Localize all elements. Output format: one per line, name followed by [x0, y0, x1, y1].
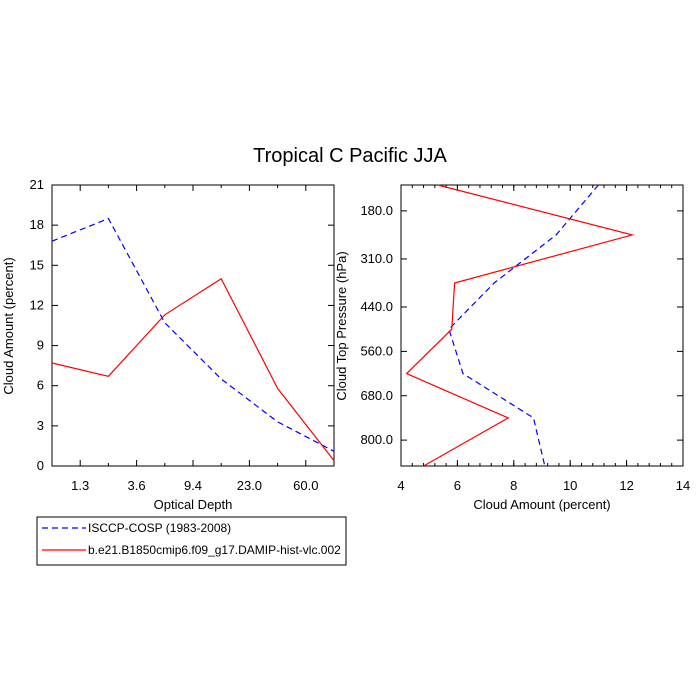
left-y-tick-label: 15 — [30, 257, 44, 272]
right-x-tick-label: 12 — [619, 478, 633, 493]
legend: ISCCP-COSP (1983-2008) b.e21.B1850cmip6.… — [36, 516, 347, 566]
right-series-line-model — [405, 184, 635, 467]
right-series-line-isccp — [448, 184, 599, 467]
right-y-tick-label: 180.0 — [360, 203, 393, 218]
legend-box — [36, 516, 347, 566]
right-y-tick-label: 800.0 — [360, 432, 393, 447]
left-series-line-model — [51, 277, 335, 461]
left-ticks: 0 3 6 9 12 15 18 21 1.3 3.6 9.4 23.0 60.0 — [30, 177, 334, 493]
right-series — [405, 184, 635, 467]
left-x-axis-label: Optical Depth — [154, 497, 233, 512]
left-plot-frame — [51, 184, 335, 467]
left-y-tick-label: 9 — [37, 338, 44, 353]
legend-label-isccp: ISCCP-COSP (1983-2008) — [88, 521, 231, 535]
right-x-tick-label: 8 — [510, 478, 517, 493]
right-plot-frame — [400, 184, 684, 467]
left-x-tick-label: 9.4 — [184, 478, 202, 493]
right-x-tick-label: 4 — [397, 478, 404, 493]
right-x-tick-label: 6 — [454, 478, 461, 493]
left-series — [51, 217, 335, 461]
right-x-tick-label: 10 — [563, 478, 577, 493]
left-x-tick-label: 3.6 — [128, 478, 146, 493]
left-x-tick-label: 23.0 — [237, 478, 262, 493]
right-y-axis-label: Cloud Top Pressure (hPa) — [334, 251, 349, 400]
left-y-tick-label: 6 — [37, 378, 44, 393]
right-y-tick-label: 310.0 — [360, 251, 393, 266]
left-x-tick-label: 1.3 — [71, 478, 89, 493]
right-y-tick-label: 440.0 — [360, 299, 393, 314]
chart-title: Tropical C Pacific JJA — [253, 145, 447, 167]
legend-label-model: b.e21.B1850cmip6.f09_g17.DAMIP-hist-vlc.… — [88, 543, 341, 557]
right-y-tick-label: 680.0 — [360, 388, 393, 403]
left-y-tick-label: 18 — [30, 217, 44, 232]
right-x-tick-label: 14 — [676, 478, 690, 493]
left-panel: 0 3 6 9 12 15 18 21 1.3 3.6 9.4 23.0 60.0 Optical De… — [1, 177, 335, 512]
left-y-axis-label: Cloud Amount (percent) — [1, 257, 16, 394]
right-x-axis-label: Cloud Amount (percent) — [473, 497, 610, 512]
left-y-tick-label: 0 — [37, 458, 44, 473]
right-panel: 4 6 8 10 12 14180.0310.0440.0560.0680.0800.0 … — [334, 184, 690, 512]
right-ticks: 4 6 8 10 12 14 180.0 310.0 440.0 560.0 680.0 800.0 — [360, 185, 690, 493]
left-y-tick-label: 3 — [37, 418, 44, 433]
left-y-tick-label: 21 — [30, 177, 44, 192]
right-y-tick-label: 560.0 — [360, 343, 393, 358]
left-y-tick-label: 12 — [30, 297, 44, 312]
left-x-tick-label: 60.0 — [293, 478, 318, 493]
left-series-line-isccp — [51, 217, 335, 452]
